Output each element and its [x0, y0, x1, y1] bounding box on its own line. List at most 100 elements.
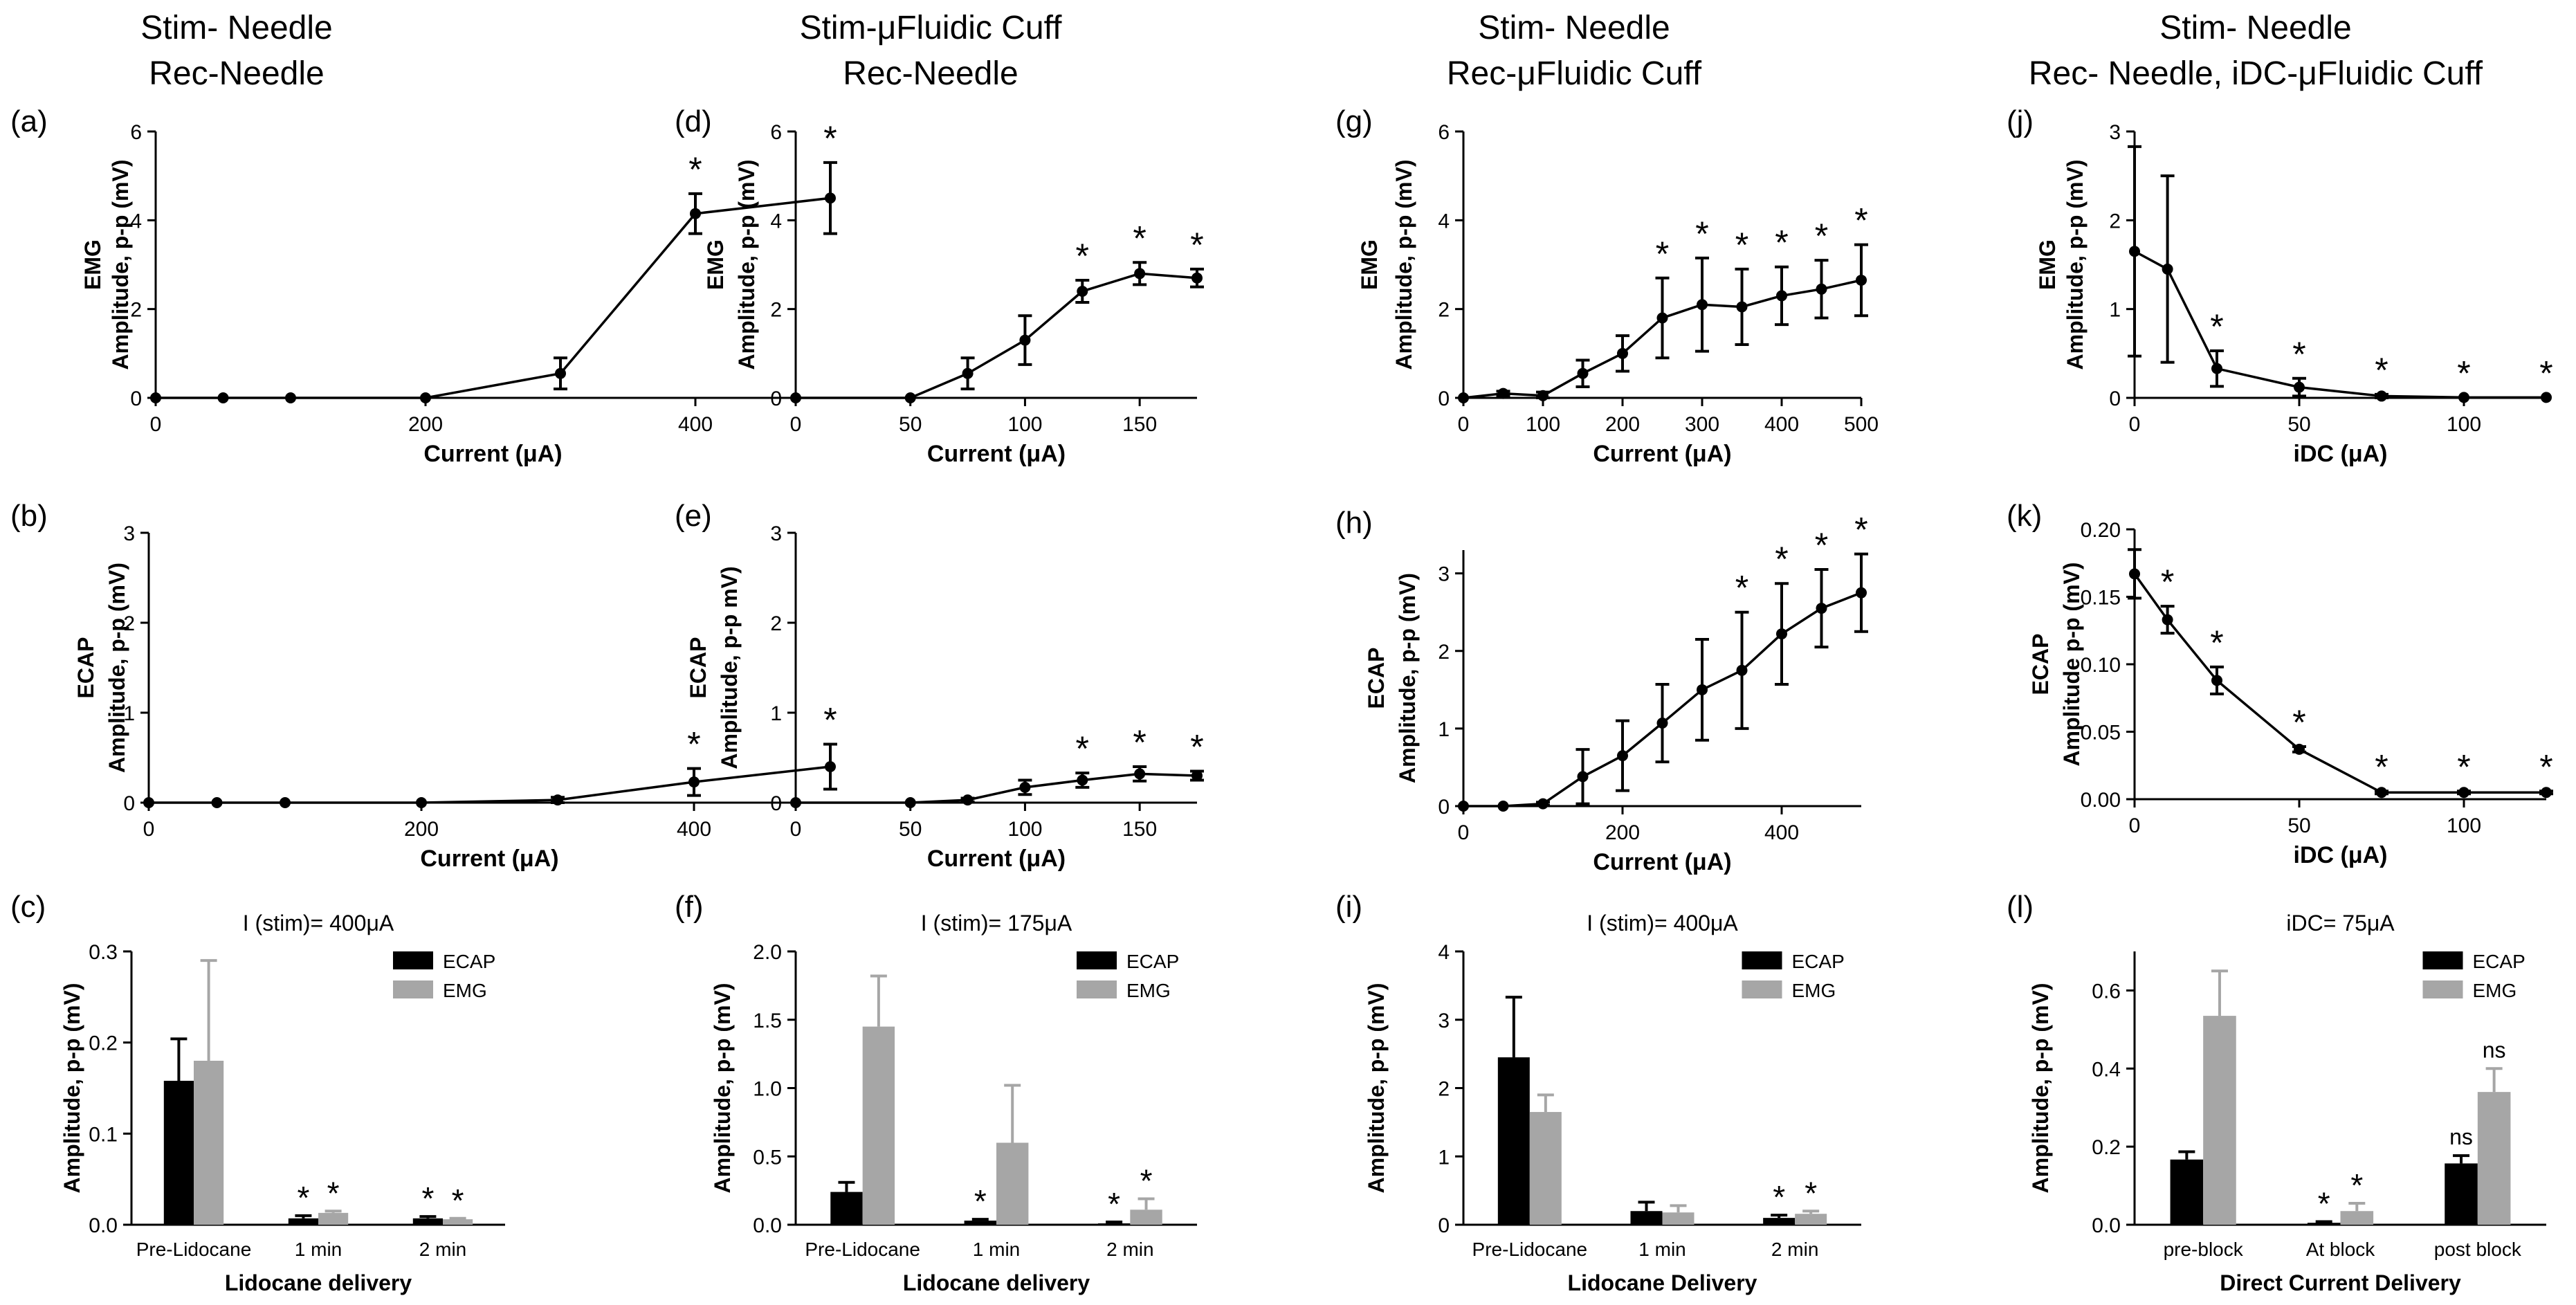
data-point: [1191, 272, 1203, 284]
y-tick-label: 0.2: [89, 1032, 118, 1055]
y-tick-label: 0.05: [2081, 722, 2121, 745]
y-tick-label: 0.15: [2081, 587, 2121, 610]
x-tick-label: 0: [1458, 821, 1470, 844]
y-axis-title: Amplitude, p-p (mV): [2028, 983, 2053, 1194]
y-tick-label: 0: [130, 387, 142, 410]
data-point: [688, 776, 700, 788]
data-point: [2294, 743, 2305, 755]
panel-label: (j): [2007, 104, 2034, 138]
panel-label: (f): [675, 890, 704, 924]
y-axis-subtitle: Amplitude, p-p (mV): [1395, 573, 1420, 783]
bar: [1529, 1112, 1562, 1225]
significance-marker: *: [1815, 217, 1828, 255]
y-tick-label: 3: [2109, 121, 2121, 144]
legend-label: EMG: [2473, 980, 2517, 1001]
x-tick-label: 400: [678, 413, 713, 436]
x-tick-label: 0: [150, 413, 162, 436]
y-tick-label: 0: [123, 792, 135, 815]
data-point: [1656, 312, 1668, 324]
data-point: [2458, 392, 2469, 403]
data-point: [1458, 801, 1469, 812]
x-tick-label: 400: [1764, 821, 1799, 844]
x-tick-label: 1 min: [295, 1239, 342, 1260]
chart-title: I (stim)= 400μA: [1587, 911, 1738, 936]
x-axis-title: Current (μA): [1593, 849, 1731, 875]
y-tick-label: 3: [123, 522, 135, 545]
y-tick-label: 2: [2109, 210, 2121, 232]
x-axis-title: Lidocane Delivery: [1568, 1270, 1757, 1295]
y-tick-label: 0.1: [89, 1123, 118, 1146]
significance-marker: *: [688, 150, 702, 189]
x-tick-label: 100: [1007, 818, 1042, 841]
data-point: [904, 392, 916, 403]
bar: [1130, 1210, 1162, 1225]
bar: [1497, 1057, 1530, 1225]
legend-label: ECAP: [1792, 951, 1845, 972]
legend-label: EMG: [443, 980, 487, 1001]
significance-marker: ns: [2483, 1037, 2506, 1062]
y-tick-label: 1.5: [753, 1010, 782, 1032]
significance-marker: *: [2350, 1167, 2363, 1203]
y-tick-label: 1.0: [753, 1078, 782, 1101]
data-point: [1697, 684, 1708, 695]
x-axis-title: Current (μA): [1593, 441, 1731, 467]
y-tick-label: 0: [770, 792, 782, 815]
y-axis-title: Amplitude, p-p (mV): [710, 983, 735, 1194]
y-tick-label: 2: [1438, 1078, 1450, 1101]
y-tick-label: 2: [130, 299, 142, 322]
y-tick-label: 2: [123, 612, 135, 635]
y-axis-title: Amplitude, p-p (mV): [1364, 983, 1389, 1194]
panel-h: (h) 0 1 2 3 ECAP Amplitude, p-p (mV) 0 200 400 Cur…: [1335, 506, 1868, 875]
y-tick-label: 4: [1438, 210, 1450, 232]
panel-label: (h): [1335, 506, 1373, 540]
significance-marker: *: [1775, 540, 1788, 578]
bar: [1662, 1212, 1695, 1225]
x-tick-label: Pre-Lidocane: [805, 1239, 920, 1260]
significance-marker: *: [1854, 511, 1867, 549]
y-axis-title: ECAP: [1364, 648, 1389, 709]
significance-marker: *: [2161, 563, 2174, 601]
data-point: [150, 392, 161, 403]
x-tick-label: 400: [1764, 413, 1799, 436]
x-tick-label: 0: [2129, 814, 2141, 837]
bar: [862, 1026, 895, 1225]
significance-marker: *: [823, 701, 837, 740]
data-point: [552, 794, 563, 806]
y-tick-label: 0.20: [2081, 519, 2121, 542]
data-point: [2376, 390, 2387, 402]
data-point: [1019, 334, 1031, 346]
data-point: [1816, 283, 1827, 295]
significance-marker: *: [1735, 226, 1748, 264]
y-axis-title: EMG: [2035, 239, 2060, 290]
bar: [1630, 1211, 1663, 1225]
data-point: [1191, 770, 1203, 781]
bar: [1795, 1214, 1827, 1225]
x-tick-label: 2 min: [419, 1239, 466, 1260]
data-point: [2458, 787, 2469, 798]
data-point: [2129, 246, 2140, 257]
data-point: [143, 797, 154, 808]
significance-marker: *: [1133, 723, 1146, 762]
data-point: [1497, 387, 1509, 399]
y-tick-label: 0.00: [2081, 789, 2121, 812]
y-axis-title: ECAP: [73, 637, 98, 699]
x-tick-label: 1 min: [973, 1239, 1020, 1260]
y-tick-label: 2.0: [753, 941, 782, 964]
y-axis-title: EMG: [80, 239, 105, 290]
bar: [163, 1080, 194, 1225]
column-title-4-line1: Stim- Needle: [2159, 10, 2351, 46]
data-point: [280, 797, 291, 808]
x-tick-label: 500: [1844, 413, 1879, 436]
y-axis-title: ECAP: [2028, 634, 2053, 695]
y-tick-label: 0.0: [89, 1214, 118, 1237]
significance-marker: *: [327, 1175, 340, 1211]
significance-marker: *: [2210, 623, 2223, 662]
x-tick-label: 50: [899, 818, 922, 841]
panel-label: (g): [1335, 104, 1373, 138]
x-axis-title: Current (μA): [423, 441, 562, 467]
significance-marker: *: [2292, 335, 2305, 374]
x-axis-title: Direct Current Delivery: [2220, 1270, 2461, 1295]
data-point: [1776, 290, 1787, 302]
